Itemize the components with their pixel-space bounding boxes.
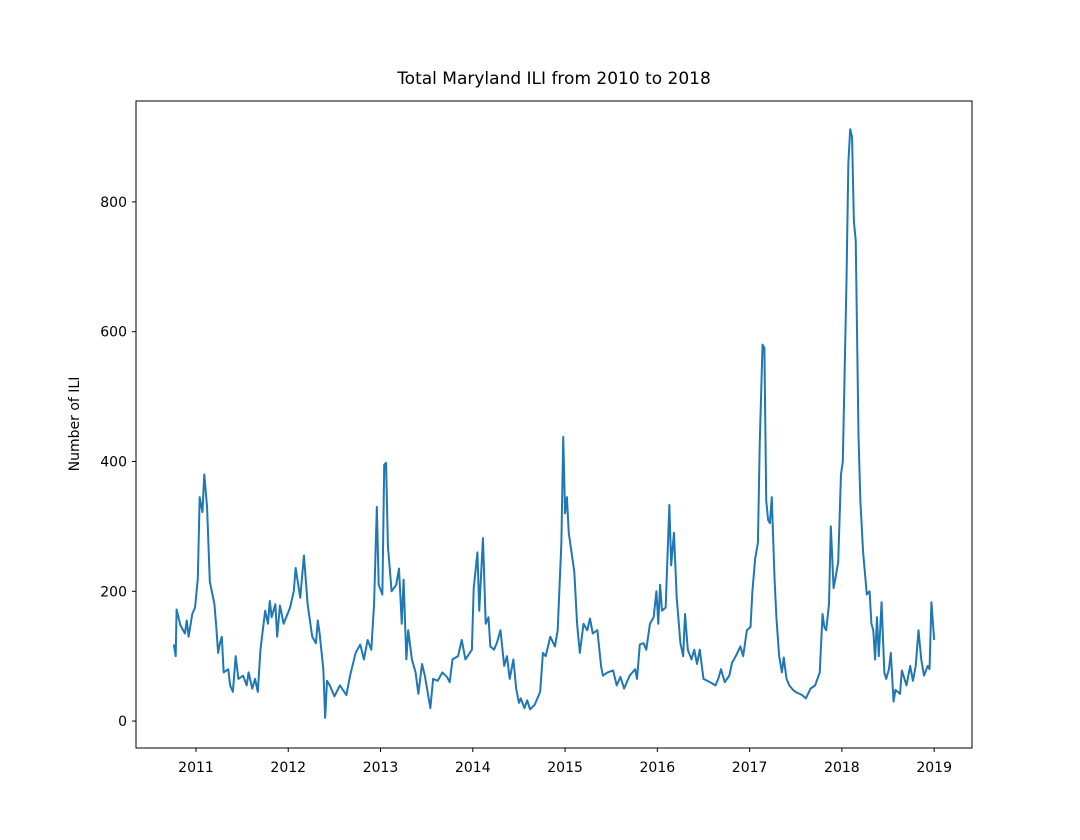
y-tick-label: 400: [100, 454, 127, 470]
plot-frame: [135, 100, 973, 749]
y-tick-label: 0: [118, 714, 127, 730]
x-tick-label: 2016: [640, 760, 676, 776]
y-tick-label: 200: [100, 584, 127, 600]
x-tick-label: 2013: [363, 760, 399, 776]
x-tick-label: 2012: [270, 760, 306, 776]
x-tick-label: 2019: [916, 760, 952, 776]
x-tick-label: 2018: [824, 760, 860, 776]
chart-title: Total Maryland ILI from 2010 to 2018: [396, 69, 711, 89]
y-tick-label: 800: [100, 195, 127, 211]
x-tick-label: 2017: [732, 760, 768, 776]
x-tick-label: 2015: [547, 760, 583, 776]
y-tick-label: 600: [100, 325, 127, 341]
ili-line: [172, 128, 936, 719]
y-axis-label: Number of ILI: [67, 377, 83, 472]
x-tick-label: 2011: [178, 760, 214, 776]
x-tick-label: 2014: [455, 760, 491, 776]
